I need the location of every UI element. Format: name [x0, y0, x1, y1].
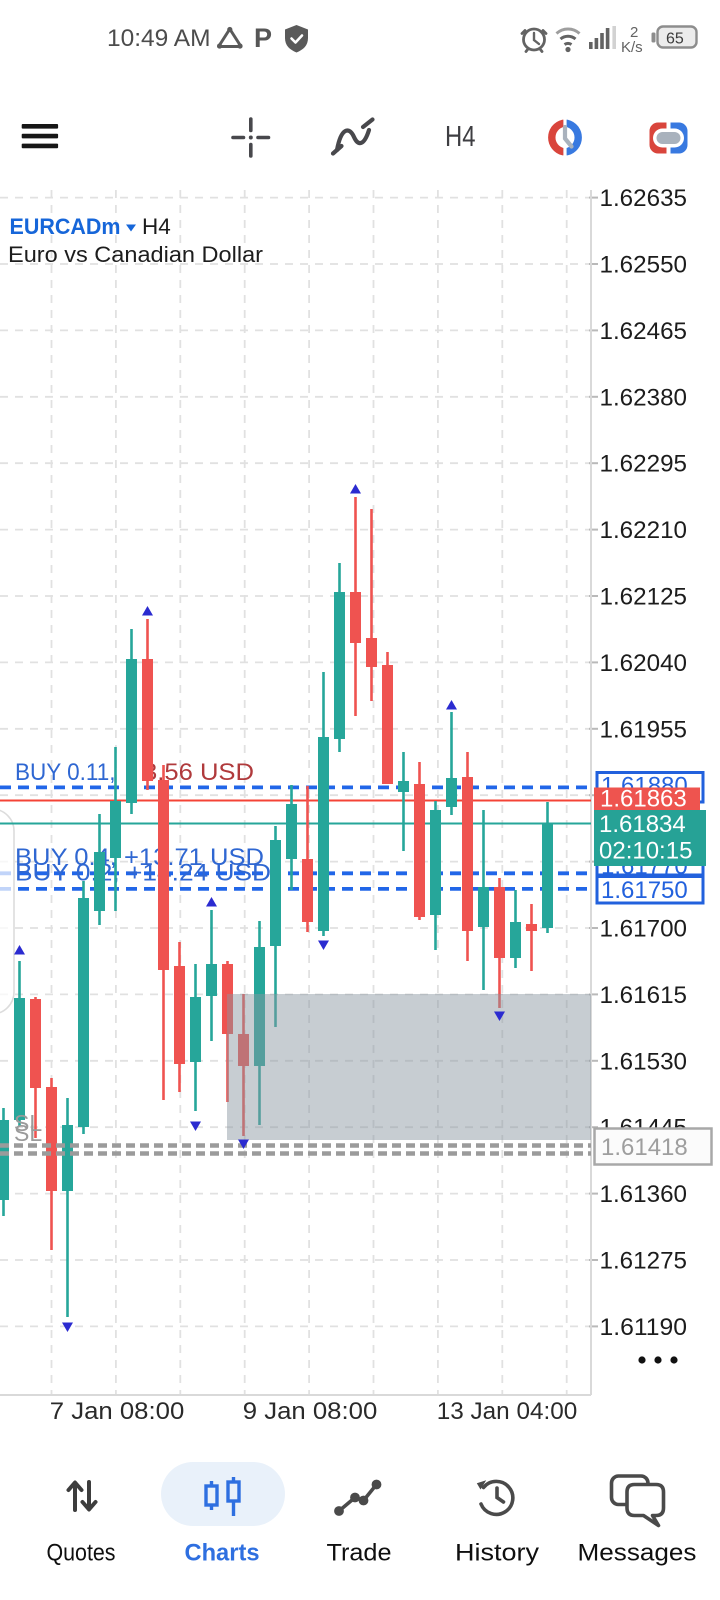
svg-text:SL: SL	[14, 1120, 42, 1146]
svg-text:History: History	[455, 1540, 540, 1567]
svg-text:1.61418: 1.61418	[601, 1134, 688, 1161]
svg-text:1.62635: 1.62635	[600, 185, 688, 212]
svg-text:9 Jan 08:00: 9 Jan 08:00	[243, 1398, 378, 1425]
svg-text:1.61190: 1.61190	[600, 1314, 688, 1341]
svg-text:1.61955: 1.61955	[600, 716, 688, 743]
svg-text:1.62210: 1.62210	[600, 517, 688, 544]
svg-text:Charts: Charts	[185, 1540, 260, 1567]
svg-text:1.62465: 1.62465	[600, 318, 688, 345]
svg-text:SL: SL	[14, 1110, 42, 1136]
svg-text:BUY 0.2, +14.24 USD: BUY 0.2, +14.24 USD	[15, 860, 271, 887]
svg-text:1.62295: 1.62295	[600, 451, 688, 478]
svg-text:BUY 0.4, +13.71 USD: BUY 0.4, +13.71 USD	[15, 844, 264, 871]
svg-text:7 Jan 08:00: 7 Jan 08:00	[50, 1398, 185, 1425]
svg-text:BUY 0.11,: BUY 0.11,	[15, 759, 116, 786]
svg-text:1.61615: 1.61615	[600, 982, 688, 1009]
svg-text:P: P	[254, 23, 272, 53]
svg-text:K/s: K/s	[621, 39, 643, 56]
svg-text:13 Jan 04:00: 13 Jan 04:00	[437, 1398, 578, 1425]
svg-text:H4: H4	[445, 121, 476, 153]
svg-text:1.61530: 1.61530	[600, 1048, 688, 1075]
svg-text:1.61700: 1.61700	[600, 916, 688, 943]
svg-text:2: 2	[630, 24, 638, 41]
svg-text:65: 65	[666, 31, 684, 48]
svg-text:1.61275: 1.61275	[600, 1248, 688, 1275]
svg-text:1.62125: 1.62125	[600, 584, 688, 611]
svg-text:EURCADm: EURCADm	[10, 214, 121, 239]
svg-text:H4: H4	[142, 214, 171, 239]
svg-text:Trade: Trade	[327, 1540, 392, 1567]
svg-text:Quotes: Quotes	[47, 1540, 116, 1567]
svg-text:02:10:15: 02:10:15	[599, 838, 692, 865]
svg-text:1.61834: 1.61834	[599, 811, 686, 838]
svg-text:1.62040: 1.62040	[600, 650, 688, 677]
svg-text:Euro vs Canadian Dollar: Euro vs Canadian Dollar	[8, 242, 264, 267]
svg-text:10:49 AM: 10:49 AM	[107, 25, 211, 52]
svg-text:1.61863: 1.61863	[600, 786, 687, 813]
svg-text:1.62550: 1.62550	[600, 252, 688, 279]
svg-text:1.61360: 1.61360	[600, 1181, 688, 1208]
svg-text:1.61750: 1.61750	[601, 877, 688, 904]
svg-text:1.62380: 1.62380	[600, 384, 688, 411]
svg-text:Messages: Messages	[578, 1540, 697, 1567]
